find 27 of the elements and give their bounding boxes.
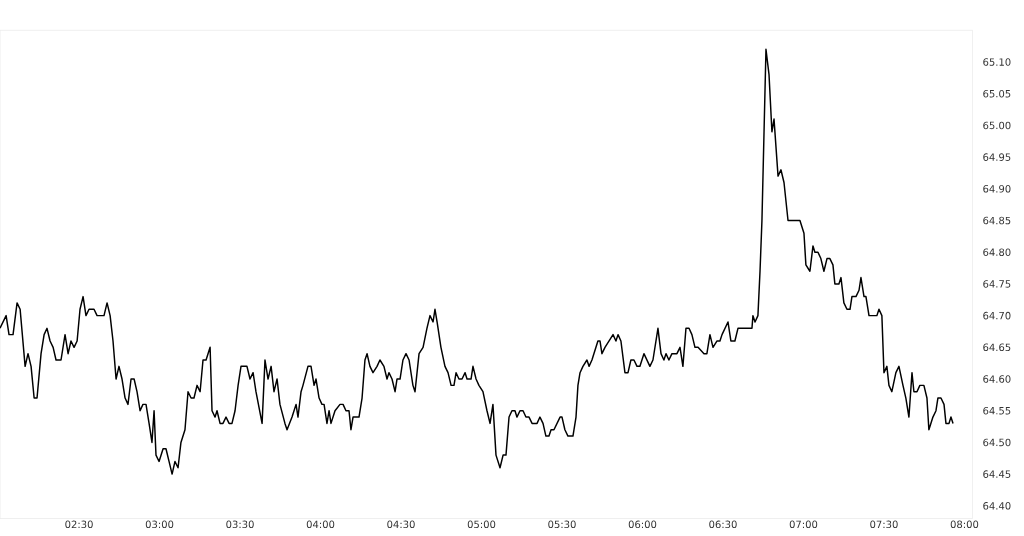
y-tick-label: 64.50: [983, 438, 1011, 447]
x-tick-label: 08:00: [950, 520, 979, 529]
y-tick-label: 64.70: [983, 311, 1011, 320]
x-tick-label: 05:00: [467, 520, 496, 529]
x-tick-label: 04:00: [306, 520, 335, 529]
x-tick-label: 04:30: [387, 520, 415, 529]
y-tick-label: 65.05: [983, 89, 1011, 98]
x-tick-label: 05:30: [548, 520, 576, 529]
y-tick-label: 64.95: [983, 153, 1011, 161]
x-tick-label: 07:00: [789, 520, 818, 529]
y-tick-label: 64.45: [983, 470, 1011, 478]
x-tick-label: 07:30: [870, 520, 898, 529]
y-tick-label: 65.00: [983, 121, 1011, 130]
y-tick-label: 64.85: [983, 216, 1011, 225]
x-tick-label: 06:30: [709, 520, 737, 529]
x-tick-label: 02:30: [65, 520, 93, 529]
y-tick-label: 64.60: [983, 375, 1011, 383]
x-tick-label: 03:30: [226, 520, 254, 529]
x-tick-label: 06:00: [628, 520, 657, 529]
y-tick-label: 64.80: [983, 248, 1011, 257]
y-tick-label: 64.55: [983, 406, 1011, 415]
y-tick-label: 64.40: [983, 502, 1011, 510]
x-tick-label: 03:00: [145, 520, 174, 529]
y-tick-label: 64.75: [983, 280, 1011, 288]
y-tick-label: 65.10: [983, 58, 1011, 66]
y-tick-label: 64.65: [983, 343, 1011, 352]
y-tick-label: 64.90: [983, 185, 1011, 193]
